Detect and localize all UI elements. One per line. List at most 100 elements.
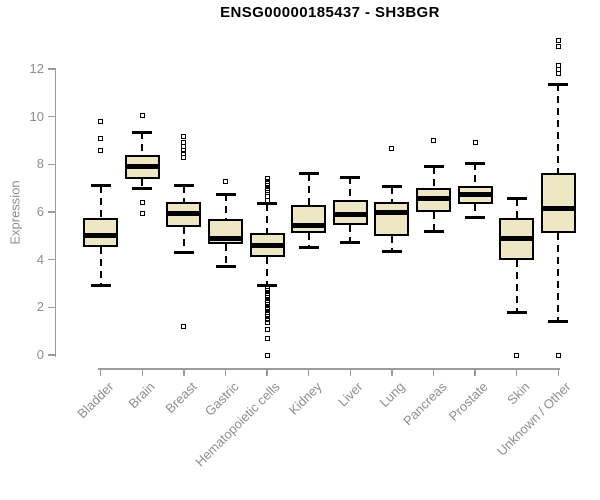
upper-whisker-cap-lung: [381, 185, 402, 189]
box-unknown-other: [540, 172, 576, 234]
upper-whisker-bladder: [99, 185, 102, 218]
lower-whisker-cap-unknown-other: [548, 320, 569, 324]
median-unknown-other: [540, 205, 576, 211]
lower-whisker-skin: [515, 259, 518, 313]
outlier-hematopoietic-cells: [264, 335, 270, 341]
y-axis-tick-label: 0: [36, 347, 44, 362]
outlier-gastric: [223, 178, 228, 184]
box-kidney: [291, 204, 327, 234]
y-axis-tick: [48, 354, 56, 356]
lower-whisker-cap-liver: [340, 241, 361, 245]
lower-whisker-bladder: [99, 246, 102, 286]
lower-whisker-lung: [390, 235, 393, 252]
x-axis-tick: [307, 368, 310, 376]
median-pancreas: [416, 196, 451, 202]
lower-whisker-cap-breast: [173, 251, 194, 255]
lower-whisker-unknown-other: [557, 233, 560, 322]
lower-whisker-gastric: [224, 244, 227, 267]
upper-whisker-gastric: [224, 194, 227, 220]
median-brain: [124, 164, 160, 170]
outlier-hematopoietic-cells: [264, 197, 270, 203]
upper-whisker-brain: [141, 132, 144, 155]
outlier-brain: [139, 112, 145, 118]
outlier-hematopoietic-cells: [264, 320, 270, 326]
upper-whisker-cap-hematopoietic-cells: [257, 202, 278, 206]
y-axis-tick-label: 12: [29, 61, 44, 76]
y-axis-line: [54, 69, 56, 357]
upper-whisker-hematopoietic-cells: [266, 203, 269, 234]
upper-whisker-cap-breast: [173, 184, 194, 188]
median-skin: [499, 235, 535, 241]
lower-whisker-cap-prostate: [465, 216, 486, 220]
lower-whisker-brain: [141, 178, 144, 189]
median-breast: [166, 210, 202, 216]
y-axis-tick-label: 10: [29, 108, 44, 124]
upper-whisker-cap-bladder: [90, 184, 111, 188]
upper-whisker-pancreas: [432, 166, 435, 189]
outlier-unknown-other: [555, 43, 561, 49]
upper-whisker-prostate: [474, 163, 477, 186]
upper-whisker-cap-skin: [506, 197, 527, 201]
upper-whisker-cap-brain: [132, 130, 153, 134]
y-axis-tick: [48, 68, 56, 70]
box-bladder: [83, 217, 119, 247]
outlier-brain: [139, 199, 145, 205]
upper-whisker-cap-prostate: [465, 161, 486, 165]
x-axis-tick: [349, 368, 352, 376]
y-axis-tick-label: 6: [36, 204, 44, 219]
median-bladder: [83, 233, 119, 239]
x-axis-tick: [99, 368, 102, 376]
y-axis-tick: [48, 306, 56, 309]
outlier-unknown-other: [555, 37, 561, 43]
upper-whisker-kidney: [307, 173, 310, 205]
upper-whisker-unknown-other: [557, 84, 560, 173]
upper-whisker-lung: [390, 186, 393, 203]
median-kidney: [291, 222, 327, 228]
outlier-unknown-other: [555, 71, 561, 77]
outlier-bladder: [98, 118, 104, 124]
upper-whisker-cap-unknown-other: [548, 82, 569, 86]
median-prostate: [457, 191, 493, 197]
x-axis-tick: [391, 368, 393, 376]
lower-whisker-hematopoietic-cells: [266, 257, 269, 286]
lower-whisker-cap-gastric: [215, 265, 236, 269]
x-axis-tick: [474, 368, 476, 376]
chart-title: ENSG00000185437 - SH3BGR: [220, 4, 440, 21]
lower-whisker-kidney: [307, 233, 310, 248]
median-hematopoietic-cells: [249, 242, 285, 248]
lower-whisker-cap-brain: [132, 186, 153, 190]
x-axis-tick: [432, 368, 435, 376]
box-lung: [374, 202, 410, 236]
upper-whisker-cap-pancreas: [423, 165, 444, 169]
x-axis-tick: [515, 368, 518, 376]
lower-whisker-cap-bladder: [90, 284, 111, 288]
outlier-breast: [181, 134, 187, 140]
x-axis-tick: [557, 368, 560, 376]
outlier-hematopoietic-cells: [264, 352, 270, 358]
y-axis-tick: [48, 211, 56, 213]
outlier-breast: [181, 154, 187, 160]
y-axis-tick: [48, 258, 56, 261]
outlier-unknown-other: [555, 66, 561, 72]
upper-whisker-cap-kidney: [298, 172, 319, 176]
lower-whisker-cap-kidney: [298, 246, 319, 250]
outlier-hematopoietic-cells: [264, 327, 270, 333]
lower-whisker-cap-lung: [381, 249, 402, 253]
lower-whisker-pancreas: [432, 212, 435, 232]
outlier-pancreas: [431, 138, 436, 143]
lower-whisker-liver: [349, 225, 352, 243]
x-axis-label-unknown-other: Unknown / Other: [494, 379, 574, 459]
outlier-brain: [139, 210, 145, 216]
upper-whisker-liver: [349, 177, 352, 201]
outlier-prostate: [472, 140, 478, 146]
y-axis-tick-label: 8: [36, 156, 44, 172]
x-axis-tick: [266, 368, 268, 376]
upper-whisker-cap-liver: [340, 175, 361, 179]
outlier-unknown-other: [555, 352, 561, 358]
median-lung: [374, 209, 410, 215]
upper-whisker-cap-gastric: [215, 192, 236, 196]
median-liver: [332, 211, 368, 217]
y-axis-tick: [48, 163, 56, 166]
